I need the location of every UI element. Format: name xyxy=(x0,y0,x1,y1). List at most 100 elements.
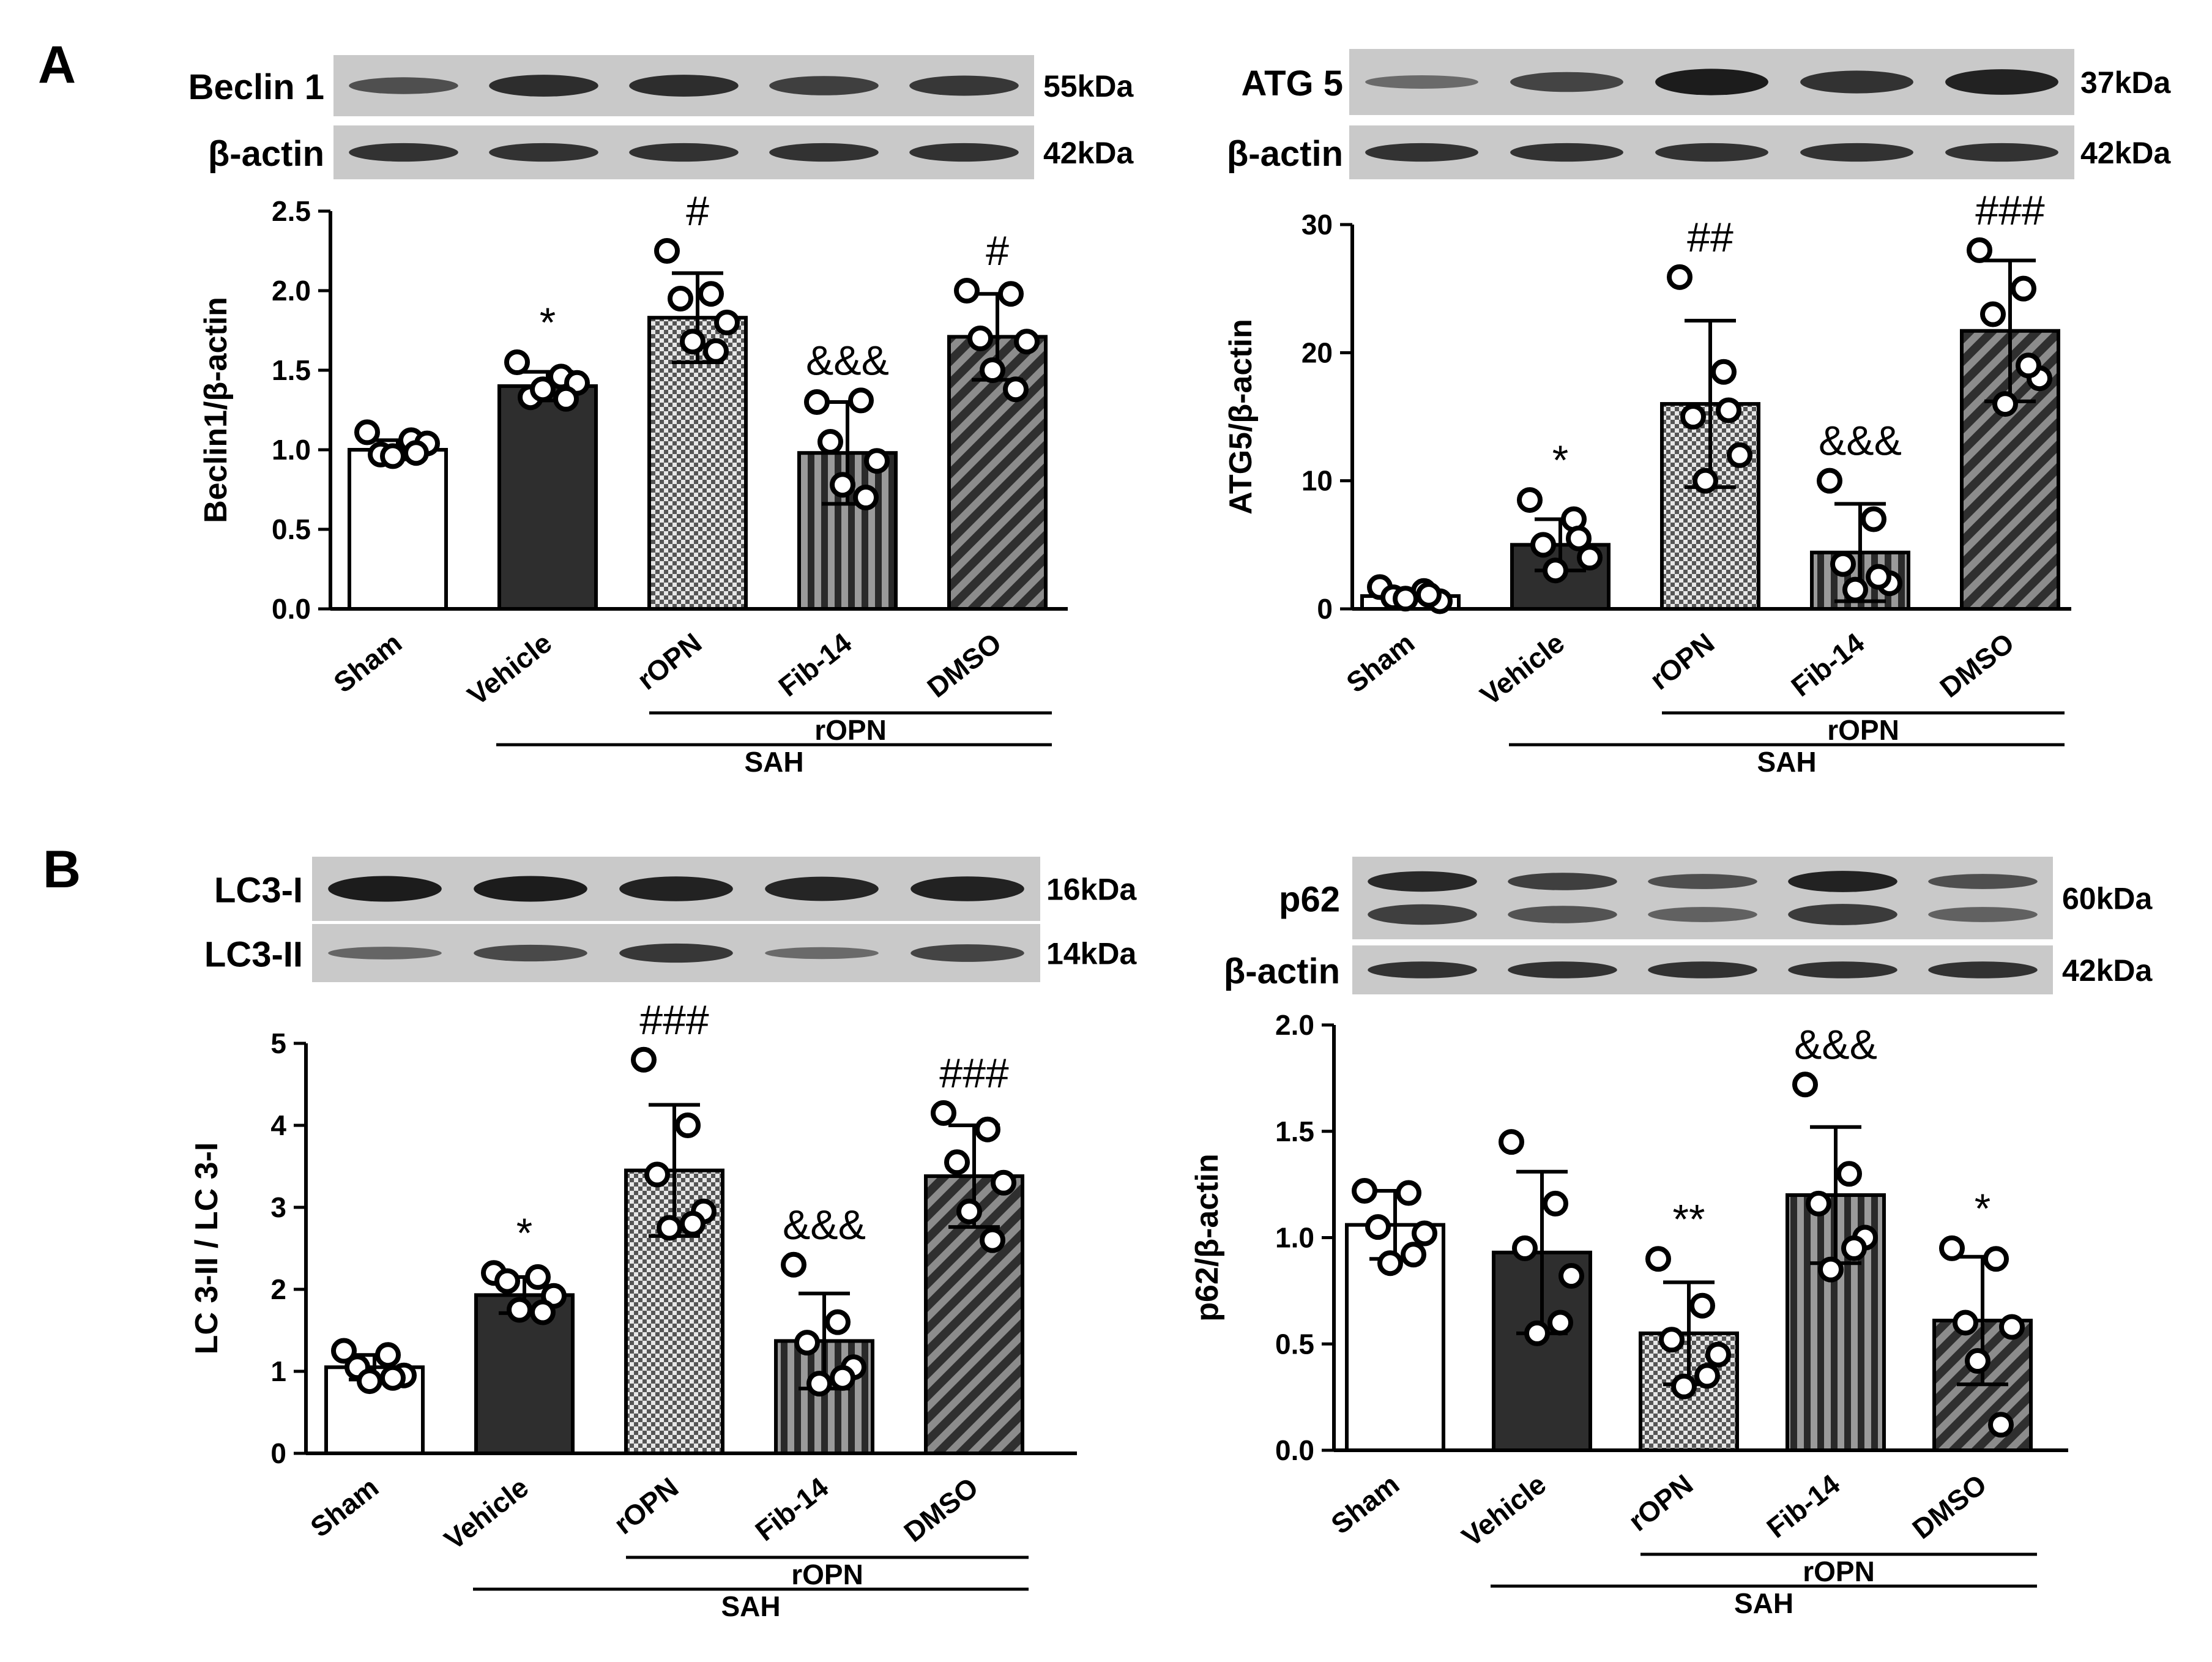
group-label-atg5-0: rOPN xyxy=(1827,714,1899,746)
data-point-atg5-1-4 xyxy=(1543,557,1568,584)
x-tick-label-beclin1-3: Fib-14 xyxy=(772,627,857,703)
data-point-lc3-3-4 xyxy=(806,1371,832,1397)
data-point-atg5-2-3 xyxy=(1727,442,1752,468)
blot-band-p62-0-2 xyxy=(1648,874,1757,889)
data-point-p62-3-2 xyxy=(1806,1190,1831,1217)
data-point-p62-1-2 xyxy=(1512,1235,1538,1261)
blot-band-beclin1-0-3 xyxy=(769,76,879,95)
blot-band-lc3-1-1 xyxy=(474,944,587,962)
blot-band-p62-0-1 xyxy=(1508,873,1617,890)
y-tick-label-beclin1: 1.0 xyxy=(272,434,311,466)
data-point-p62-4-4 xyxy=(1965,1348,1990,1374)
blot-band-atg5-0-2 xyxy=(1655,69,1768,95)
blot-band-atg5-1-4 xyxy=(1945,143,2058,162)
blot-label-p62-0: p62 xyxy=(1279,880,1340,920)
significance-p62-4: * xyxy=(1975,1185,1990,1232)
significance-beclin1-2: # xyxy=(686,188,709,234)
blot-band-lc3-0-1 xyxy=(474,876,587,902)
blot-label-p62-1: β-actin xyxy=(1224,952,1340,991)
blot-band-atg5-1-1 xyxy=(1510,143,1623,162)
y-tick-label-lc3: 5 xyxy=(270,1027,286,1059)
blot-label-beclin1-1: β-actin xyxy=(208,134,324,174)
data-point-p62-1-3 xyxy=(1558,1263,1584,1289)
y-tick-label-atg5: 10 xyxy=(1302,465,1333,497)
data-point-lc3-2-4 xyxy=(657,1215,682,1241)
data-point-lc3-4-4 xyxy=(956,1198,982,1224)
x-tick-label-p62-2: rOPN xyxy=(1622,1468,1699,1537)
data-point-p62-2-2 xyxy=(1659,1327,1685,1353)
significance-lc3-1: * xyxy=(516,1210,532,1256)
x-tick-label-atg5-0: Sham xyxy=(1340,627,1420,699)
significance-atg5-1: * xyxy=(1552,437,1568,483)
data-point-p62-4-0 xyxy=(1939,1235,1965,1261)
blot-band-beclin1-0-1 xyxy=(489,75,598,97)
data-point-beclin1-2-0 xyxy=(654,238,680,264)
y-tick-label-atg5: 30 xyxy=(1302,209,1333,240)
data-point-p62-1-1 xyxy=(1543,1190,1568,1217)
data-point-p62-2-4 xyxy=(1671,1373,1697,1399)
blot-band-atg5-0-1 xyxy=(1510,72,1623,92)
data-point-atg5-4-4 xyxy=(1992,391,2018,417)
blot-band-atg5-0-0 xyxy=(1365,75,1478,89)
y-tick-label-lc3: 0 xyxy=(270,1437,286,1469)
blot-strip-p62-0 xyxy=(1352,857,2053,939)
data-point-beclin1-3-1 xyxy=(848,387,874,414)
y-tick-label-lc3: 1 xyxy=(270,1355,286,1387)
y-tick-label-lc3: 4 xyxy=(270,1109,286,1141)
data-point-p62-4-3 xyxy=(1999,1314,2025,1340)
data-point-p62-1-0 xyxy=(1499,1129,1524,1155)
panel-beclin1: Beclin 1 55kDa β-actin 42kDa 0.0 0.5 1.0 1.5 2.0… xyxy=(188,55,1134,778)
blot-label-atg5-0: ATG 5 xyxy=(1242,64,1344,103)
data-point-lc3-2-5 xyxy=(680,1210,706,1237)
blot-band-beclin1-1-0 xyxy=(349,143,458,162)
blot-band-lc3-0-4 xyxy=(910,876,1024,901)
blot-band-p62-1-2 xyxy=(1648,961,1757,978)
data-point-beclin1-4-3 xyxy=(1014,329,1040,355)
significance-beclin1-3: &&& xyxy=(806,337,889,384)
significance-beclin1-1: * xyxy=(540,299,556,346)
significance-lc3-3: &&& xyxy=(783,1202,866,1248)
blot-band-beclin1-1-4 xyxy=(909,143,1019,162)
x-tick-label-beclin1-1: Vehicle xyxy=(461,627,557,712)
data-point-atg5-3-0 xyxy=(1817,468,1842,494)
data-point-lc3-0-1 xyxy=(375,1342,401,1368)
data-point-lc3-0-5 xyxy=(380,1365,406,1391)
data-point-p62-3-4 xyxy=(1818,1256,1844,1283)
data-point-p62-0-0 xyxy=(1352,1178,1377,1204)
x-tick-label-beclin1-0: Sham xyxy=(327,627,408,699)
data-point-lc3-3-1 xyxy=(825,1309,851,1335)
data-point-beclin1-1-4 xyxy=(530,376,556,403)
data-point-beclin1-4-5 xyxy=(1003,376,1029,403)
blot-band-beclin1-0-0 xyxy=(349,77,458,94)
data-point-p62-2-3 xyxy=(1705,1341,1731,1368)
y-tick-label-p62: 2.0 xyxy=(1275,1009,1314,1041)
blot-kda-atg5-1: 42kDa xyxy=(2080,136,2172,170)
data-point-p62-3-5 xyxy=(1841,1235,1867,1261)
blot-band-beclin1-0-2 xyxy=(629,75,739,97)
blot-kda-p62-1: 42kDa xyxy=(2062,953,2153,988)
data-point-p62-0-1 xyxy=(1396,1180,1421,1206)
x-tick-label-lc3-1: Vehicle xyxy=(438,1471,534,1556)
data-point-p62-3-1 xyxy=(1836,1161,1862,1187)
blot-band-lc3-1-3 xyxy=(765,947,879,960)
blot-band-beclin1-0-4 xyxy=(909,75,1019,96)
blot-band-lc3-1-0 xyxy=(328,947,442,960)
data-point-lc3-1-5 xyxy=(530,1299,556,1325)
significance-atg5-2: ## xyxy=(1687,214,1733,261)
blot-band-p62-0-3 xyxy=(1788,904,1897,925)
blot-band-beclin1-1-3 xyxy=(769,143,879,162)
data-point-p62-2-0 xyxy=(1645,1246,1671,1272)
data-point-atg5-3-4 xyxy=(1842,576,1868,603)
y-tick-label-p62: 1.0 xyxy=(1275,1222,1314,1254)
x-tick-label-atg5-2: rOPN xyxy=(1644,627,1720,696)
group-label-beclin1-1: SAH xyxy=(744,746,803,778)
blot-band-atg5-0-4 xyxy=(1945,69,2058,95)
x-tick-label-lc3-4: DMSO xyxy=(898,1471,984,1548)
blot-band-lc3-1-2 xyxy=(619,943,733,963)
significance-p62-2: ** xyxy=(1673,1196,1705,1242)
data-point-beclin1-4-2 xyxy=(967,326,993,351)
x-tick-label-lc3-0: Sham xyxy=(304,1471,384,1543)
y-axis-label-beclin1: Beclin1/β-actin xyxy=(198,297,234,523)
data-point-lc3-0-0 xyxy=(331,1338,357,1364)
